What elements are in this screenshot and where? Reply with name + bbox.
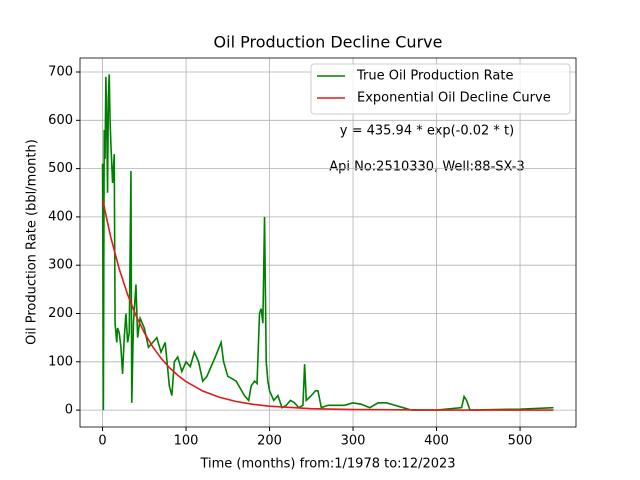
annotation: Api No:2510330, Well:88-SX-3 xyxy=(329,160,525,175)
y-tick-label: 100 xyxy=(48,354,73,369)
x-tick-label: 0 xyxy=(98,434,106,449)
legend-label: Exponential Oil Decline Curve xyxy=(357,91,551,106)
y-tick-label: 700 xyxy=(48,65,73,80)
x-tick-label: 500 xyxy=(508,434,533,449)
y-tick-label: 600 xyxy=(48,113,73,128)
y-tick-label: 400 xyxy=(48,209,73,224)
legend-box xyxy=(310,63,571,115)
x-tick-label: 400 xyxy=(424,434,449,449)
chart-title: Oil Production Decline Curve xyxy=(214,33,443,52)
x-tick-label: 200 xyxy=(257,434,282,449)
legend-label: True Oil Production Rate xyxy=(356,69,513,84)
data-line xyxy=(101,199,554,411)
y-tick-label: 0 xyxy=(65,403,73,418)
x-tick-label: 100 xyxy=(174,434,199,449)
y-tick-label: 300 xyxy=(48,258,73,273)
x-tick-label: 300 xyxy=(341,434,366,449)
x-axis-label: Time (months) from:1/1978 to:12/2023 xyxy=(199,457,455,472)
y-tick-label: 200 xyxy=(48,306,73,321)
y-axis-label: Oil Production Rate (bbl/month) xyxy=(25,139,40,345)
data-line xyxy=(101,74,554,411)
plot-frame xyxy=(79,57,577,428)
y-tick-label: 500 xyxy=(48,161,73,176)
annotation: y = 435.94 * exp(-0.02 * t) xyxy=(340,124,514,139)
